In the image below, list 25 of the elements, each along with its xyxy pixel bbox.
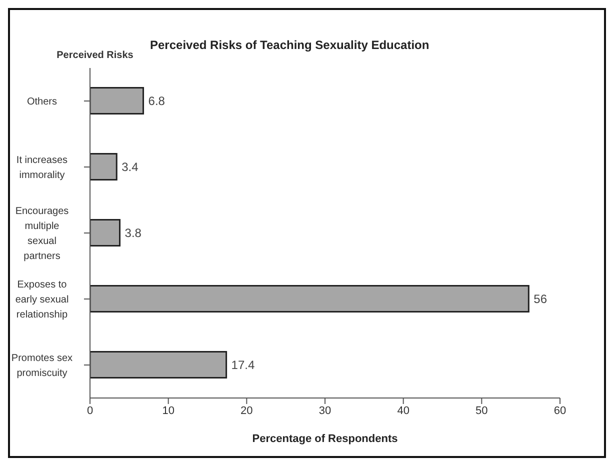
x-tick-label: 30 [318,404,332,417]
x-axis-title: Percentage of Respondents [252,433,398,445]
data-label: 3.4 [122,160,139,174]
y-tick-label: Encourages multiple sexual partners [15,206,69,262]
data-label: 17.4 [231,358,255,372]
data-label: 3.8 [124,226,142,240]
y-tick-label: Exposes to early sexual relationship [15,280,69,320]
x-tick-label: 10 [162,404,174,417]
bar [90,153,118,181]
bar [90,285,530,313]
x-tick-label: 20 [240,404,253,417]
y-tick-label: Promotes sex promiscuity [11,353,73,379]
chart-title: Perceived Risks of Teaching Sexuality Education [150,38,430,52]
y-tick-label: Others [26,96,58,108]
x-tick-label: 50 [476,404,488,417]
bar [90,87,144,115]
bar [90,219,121,247]
data-label: 6.8 [148,94,166,108]
data-label: 56 [534,292,548,306]
y-tick-label: It increases immorality [16,155,68,181]
bar [90,351,228,379]
x-tick-label: 40 [397,404,410,417]
x-tick-label: 0 [86,404,94,417]
x-tick-label: 60 [554,404,566,417]
y-axis-title: Perceived Risks [56,50,134,61]
